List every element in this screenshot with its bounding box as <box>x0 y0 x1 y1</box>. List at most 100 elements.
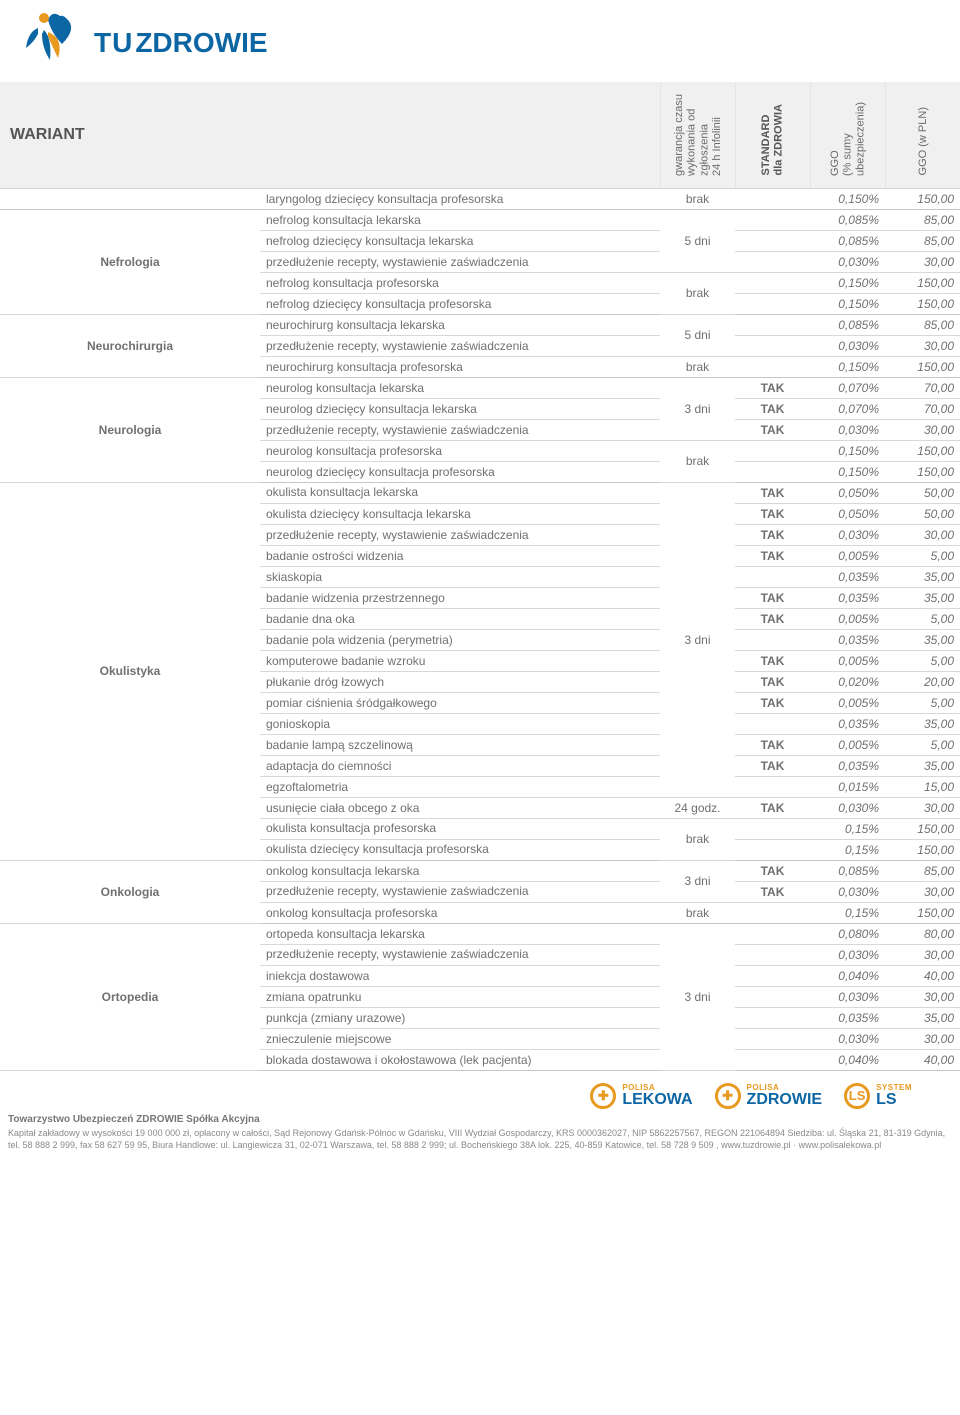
ggo-pct-cell: 0,005% <box>810 692 885 713</box>
standard-cell: TAK <box>735 587 810 608</box>
ggo-pln-cell: 150,00 <box>885 902 960 923</box>
service-cell: przedłużenie recepty, wystawienie zaświa… <box>260 251 660 272</box>
table-row: Neurochirurgianeurochirurg konsultacja l… <box>0 314 960 335</box>
guarantee-cell: 5 dni <box>660 314 735 356</box>
standard-cell <box>735 776 810 797</box>
ggo-pct-cell: 0,150% <box>810 356 885 377</box>
category-cell: Neurochirurgia <box>0 314 260 377</box>
footer-legal: Kapitał zakładowy w wysokości 19 000 000… <box>8 1128 952 1151</box>
standard-cell <box>735 230 810 251</box>
service-cell: neurolog konsultacja lekarska <box>260 377 660 398</box>
ggo-pln-cell: 150,00 <box>885 818 960 839</box>
guarantee-cell: 3 dni <box>660 860 735 902</box>
ggo-pln-cell: 80,00 <box>885 923 960 944</box>
standard-cell: TAK <box>735 482 810 503</box>
service-cell: badanie lampą szczelinową <box>260 734 660 755</box>
standard-cell <box>735 272 810 293</box>
service-cell: przedłużenie recepty, wystawienie zaświa… <box>260 524 660 545</box>
standard-cell <box>735 1007 810 1028</box>
ggo-pct-cell: 0,15% <box>810 818 885 839</box>
standard-cell: TAK <box>735 398 810 419</box>
footer-logos: ✚POLISALEKOWA✚POLISAZDROWIELSSYSTEMLS <box>8 1081 952 1113</box>
standard-cell: TAK <box>735 377 810 398</box>
ggo-pln-cell: 30,00 <box>885 944 960 965</box>
standard-cell <box>735 314 810 335</box>
ggo-pct-cell: 0,005% <box>810 608 885 629</box>
ggo-pct-cell: 0,15% <box>810 839 885 860</box>
ggo-pct-cell: 0,030% <box>810 335 885 356</box>
ggo-pln-cell: 35,00 <box>885 1007 960 1028</box>
ggo-pln-cell: 35,00 <box>885 713 960 734</box>
ggo-pln-cell: 30,00 <box>885 419 960 440</box>
ggo-pct-cell: 0,030% <box>810 524 885 545</box>
ggo-pct-cell: 0,030% <box>810 986 885 1007</box>
ggo-pct-cell: 0,080% <box>810 923 885 944</box>
ggo-pct-cell: 0,040% <box>810 1049 885 1070</box>
col-header-ggo-pct: GGO (% sumy ubezpieczenia) <box>810 82 885 188</box>
standard-cell <box>735 839 810 860</box>
footer-logo: ✚POLISALEKOWA <box>590 1083 692 1109</box>
ggo-pln-cell: 50,00 <box>885 503 960 524</box>
service-cell: iniekcja dostawowa <box>260 965 660 986</box>
standard-cell: TAK <box>735 419 810 440</box>
standard-cell <box>735 1028 810 1049</box>
col-header-ggo-pln-label: GGO (w PLN) <box>917 101 930 181</box>
guarantee-cell: brak <box>660 356 735 377</box>
guarantee-cell: 5 dni <box>660 209 735 272</box>
ggo-pct-cell: 0,150% <box>810 440 885 461</box>
ggo-pct-cell: 0,035% <box>810 587 885 608</box>
service-cell: ortopeda konsultacja lekarska <box>260 923 660 944</box>
col-header-ggo-pct-label: GGO (% sumy ubezpieczenia) <box>829 96 867 182</box>
ggo-pct-cell: 0,085% <box>810 230 885 251</box>
ggo-pln-cell: 30,00 <box>885 1028 960 1049</box>
service-cell: egzoftalometria <box>260 776 660 797</box>
ggo-pln-cell: 40,00 <box>885 965 960 986</box>
category-cell <box>0 189 260 210</box>
ggo-pct-cell: 0,050% <box>810 482 885 503</box>
ggo-pln-cell: 50,00 <box>885 482 960 503</box>
footer-text: Towarzystwo Ubezpieczeń ZDROWIE Spółka A… <box>8 1113 952 1151</box>
service-cell: gonioskopia <box>260 713 660 734</box>
header-title: WARIANT <box>10 126 85 144</box>
guarantee-cell: 3 dni <box>660 923 735 1070</box>
standard-cell: TAK <box>735 671 810 692</box>
table-row: Nefrologianefrolog konsultacja lekarska5… <box>0 209 960 230</box>
ggo-pct-cell: 0,035% <box>810 755 885 776</box>
standard-cell <box>735 356 810 377</box>
standard-cell: TAK <box>735 797 810 818</box>
standard-cell: TAK <box>735 545 810 566</box>
standard-cell <box>735 923 810 944</box>
ggo-pln-cell: 150,00 <box>885 356 960 377</box>
service-cell: komputerowe badanie wzroku <box>260 650 660 671</box>
standard-cell: TAK <box>735 524 810 545</box>
ggo-pln-cell: 150,00 <box>885 189 960 210</box>
ggo-pct-cell: 0,150% <box>810 461 885 482</box>
ggo-pln-cell: 85,00 <box>885 860 960 881</box>
service-cell: badanie widzenia przestrzennego <box>260 587 660 608</box>
col-header-guarantee-label: gwarancja czasu wykonania od zgłoszenia … <box>673 88 724 182</box>
footer-logo-bot: LEKOWA <box>622 1092 692 1108</box>
ggo-pln-cell: 5,00 <box>885 692 960 713</box>
ggo-pct-cell: 0,035% <box>810 713 885 734</box>
ggo-pln-cell: 30,00 <box>885 524 960 545</box>
service-cell: pomiar ciśnienia śródgałkowego <box>260 692 660 713</box>
standard-cell <box>735 629 810 650</box>
standard-cell <box>735 293 810 314</box>
standard-cell <box>735 209 810 230</box>
ggo-pln-cell: 35,00 <box>885 755 960 776</box>
standard-cell <box>735 566 810 587</box>
standard-cell: TAK <box>735 692 810 713</box>
category-cell: Okulistyka <box>0 482 260 860</box>
standard-cell <box>735 965 810 986</box>
guarantee-cell: 3 dni <box>660 377 735 440</box>
service-cell: onkolog konsultacja lekarska <box>260 860 660 881</box>
service-cell: neurochirurg konsultacja lekarska <box>260 314 660 335</box>
logo: TUZDROWIE <box>8 8 952 78</box>
footer-logo-bot: ZDROWIE <box>747 1092 823 1108</box>
ggo-pln-cell: 5,00 <box>885 545 960 566</box>
footer-logo-icon: LS <box>844 1083 870 1109</box>
standard-cell <box>735 713 810 734</box>
ggo-pct-cell: 0,035% <box>810 629 885 650</box>
ggo-pln-cell: 5,00 <box>885 608 960 629</box>
standard-cell: TAK <box>735 734 810 755</box>
